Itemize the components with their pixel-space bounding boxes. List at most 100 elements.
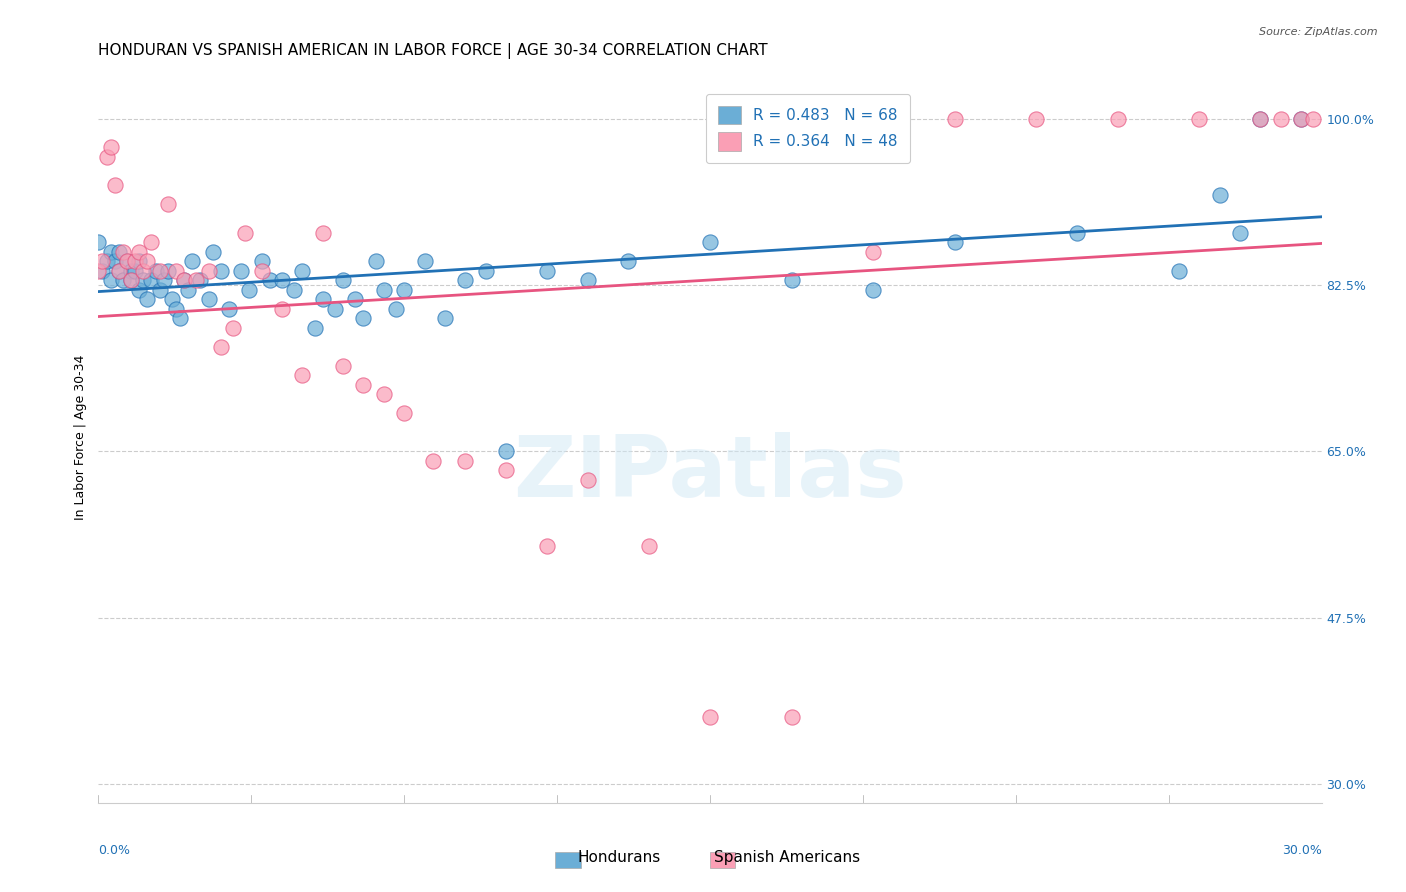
Point — [323, 301, 346, 316]
Text: 30.0%: 30.0% — [1282, 845, 1322, 857]
Point — [108, 264, 131, 278]
Point — [332, 359, 354, 373]
Point — [100, 273, 122, 287]
FancyBboxPatch shape — [710, 852, 735, 868]
Point — [1025, 112, 1047, 126]
Point — [128, 283, 150, 297]
Point — [209, 264, 232, 278]
Point — [218, 301, 240, 316]
Point — [536, 539, 558, 553]
Point — [474, 264, 498, 278]
Point — [141, 273, 163, 287]
FancyBboxPatch shape — [555, 852, 581, 868]
Point — [332, 273, 354, 287]
Point — [780, 273, 803, 287]
Point — [111, 244, 134, 259]
Point — [373, 283, 395, 297]
Point — [259, 273, 281, 287]
Point — [291, 368, 314, 383]
Point — [197, 293, 219, 307]
Point — [1167, 264, 1189, 278]
Point — [91, 264, 114, 278]
Point — [699, 235, 721, 250]
Legend: R = 0.483   N = 68, R = 0.364   N = 48: R = 0.483 N = 68, R = 0.364 N = 48 — [706, 94, 910, 163]
Point — [422, 454, 444, 468]
Point — [238, 283, 260, 297]
Point — [87, 264, 110, 278]
Point — [312, 226, 335, 240]
Point — [392, 406, 416, 420]
Point — [96, 254, 118, 268]
Point — [152, 273, 174, 287]
Y-axis label: In Labor Force | Age 30-34: In Labor Force | Age 30-34 — [75, 354, 87, 520]
Point — [454, 273, 477, 287]
Point — [132, 264, 155, 278]
Point — [1291, 112, 1313, 126]
Point — [576, 273, 599, 287]
Text: HONDURAN VS SPANISH AMERICAN IN LABOR FORCE | AGE 30-34 CORRELATION CHART: HONDURAN VS SPANISH AMERICAN IN LABOR FO… — [98, 43, 768, 59]
Point — [120, 273, 142, 287]
Point — [576, 473, 599, 487]
Point — [1270, 112, 1292, 126]
Point — [100, 244, 122, 259]
Point — [637, 539, 661, 553]
Point — [145, 264, 167, 278]
Point — [141, 235, 163, 250]
Point — [104, 254, 127, 268]
Point — [536, 264, 558, 278]
Point — [149, 264, 172, 278]
Point — [156, 197, 179, 211]
Point — [270, 301, 294, 316]
Point — [862, 244, 884, 259]
Point — [136, 293, 159, 307]
Point — [209, 340, 232, 354]
Text: Spanish Americans: Spanish Americans — [714, 850, 860, 865]
Point — [1302, 112, 1324, 126]
Text: ZIPatlas: ZIPatlas — [513, 432, 907, 516]
Point — [173, 273, 195, 287]
Point — [124, 254, 146, 268]
Point — [124, 264, 146, 278]
Point — [173, 273, 195, 287]
Point — [1066, 226, 1088, 240]
Point — [283, 283, 305, 297]
Point — [943, 112, 966, 126]
Point — [186, 273, 208, 287]
Point — [120, 264, 142, 278]
Point — [96, 150, 118, 164]
Point — [104, 178, 127, 193]
Point — [780, 710, 803, 724]
Point — [617, 254, 640, 268]
Point — [177, 283, 200, 297]
Point — [392, 283, 416, 297]
Text: 0.0%: 0.0% — [98, 845, 131, 857]
Point — [364, 254, 387, 268]
Point — [132, 273, 155, 287]
Point — [699, 710, 721, 724]
Point — [136, 254, 159, 268]
Point — [495, 463, 517, 477]
Point — [169, 311, 191, 326]
Point — [454, 454, 477, 468]
Point — [231, 264, 253, 278]
Point — [233, 226, 256, 240]
Point — [128, 254, 150, 268]
Point — [943, 235, 966, 250]
Point — [222, 321, 245, 335]
Point — [111, 273, 134, 287]
Point — [1229, 226, 1251, 240]
Point — [165, 264, 187, 278]
Point — [188, 273, 212, 287]
Point — [197, 264, 219, 278]
Point — [87, 235, 110, 250]
Point — [149, 283, 172, 297]
Point — [434, 311, 457, 326]
Point — [201, 244, 224, 259]
Point — [91, 254, 114, 268]
Point — [1209, 187, 1232, 202]
Text: Hondurans: Hondurans — [576, 850, 661, 865]
Point — [312, 293, 335, 307]
Point — [1107, 112, 1129, 126]
Point — [344, 293, 367, 307]
Point — [100, 140, 122, 154]
